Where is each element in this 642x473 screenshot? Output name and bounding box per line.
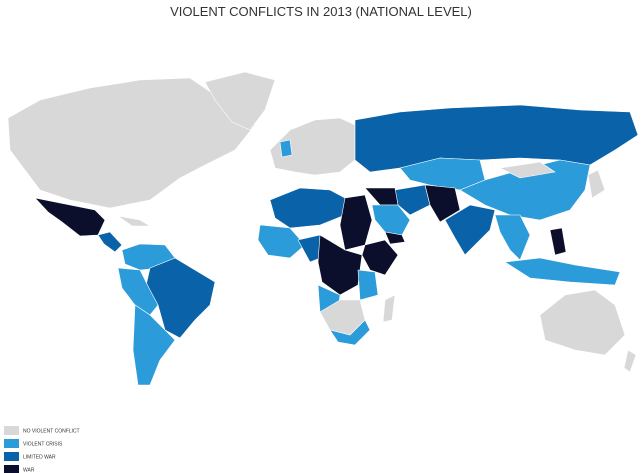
south-africa xyxy=(329,319,371,346)
central-america xyxy=(97,231,123,253)
madagascar xyxy=(382,294,396,323)
australia xyxy=(539,289,626,356)
japan xyxy=(587,169,606,199)
north-africa xyxy=(269,187,346,229)
argentina-chile xyxy=(132,304,176,386)
world-map xyxy=(7,71,639,386)
legend-label: VIOLENT CRISIS xyxy=(23,441,63,447)
indonesia xyxy=(504,257,621,286)
china xyxy=(459,159,591,221)
philippines xyxy=(549,227,567,256)
afghanistan-pakistan xyxy=(424,184,461,223)
new-zealand xyxy=(623,349,637,373)
horn-of-africa xyxy=(361,239,399,276)
uk xyxy=(279,139,293,158)
legend-swatch xyxy=(4,439,19,448)
legend-swatch xyxy=(4,452,19,461)
central-africa xyxy=(317,234,363,296)
india xyxy=(444,204,496,256)
syria-iraq xyxy=(364,187,399,206)
russia xyxy=(354,104,639,173)
map-title: VIOLENT CONFLICTS IN 2013 (NATIONAL LEVE… xyxy=(170,4,472,19)
greenland xyxy=(204,71,276,131)
legend-label: LIMITED WAR xyxy=(23,454,56,460)
caribbean xyxy=(117,215,152,227)
yemen xyxy=(384,231,406,245)
southeast-asia xyxy=(494,214,531,261)
legend-label: WAR xyxy=(23,467,35,473)
mongolia xyxy=(499,161,556,179)
egypt-sudan xyxy=(339,194,373,251)
west-africa xyxy=(257,224,306,259)
legend-label: NO VIOLENT CONFLICT xyxy=(23,428,80,434)
peru-bolivia xyxy=(117,267,159,316)
legend-swatch xyxy=(4,465,19,473)
north-america xyxy=(7,77,256,209)
legend: NO VIOLENT CONFLICT VIOLENT CRISIS LIMITED… xyxy=(4,426,80,473)
legend-swatch xyxy=(4,426,19,435)
east-africa xyxy=(357,269,379,301)
